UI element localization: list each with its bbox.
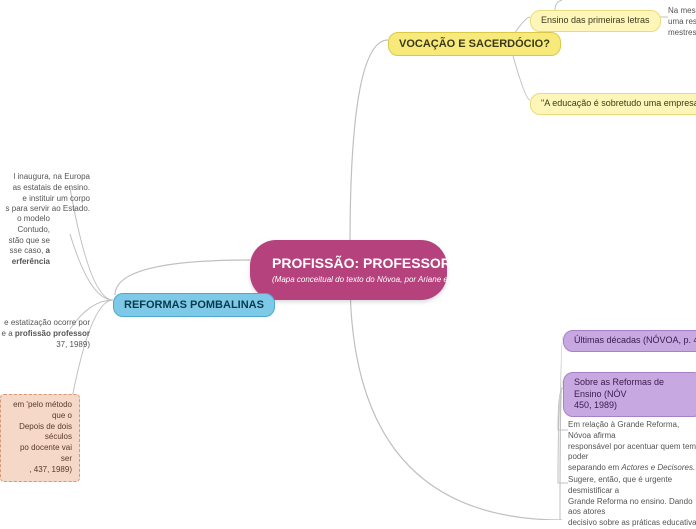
ensino-text: Na mesmuma resmestres [668, 6, 696, 38]
ensino-node[interactable]: Ensino das primeiras letras [530, 10, 661, 32]
vocacao-node[interactable]: VOCAÇÃO E SACERDÓCIO? [388, 32, 561, 56]
sugere-text: Sugere, então, que é urgente desmistific… [568, 475, 696, 529]
center-node[interactable]: PROFISSÃO: PROFESSOR (Mapa conceitual do… [250, 240, 447, 300]
sobre-node[interactable]: Sobre as Reformas de Ensino (NÓV450, 198… [563, 372, 696, 417]
reformas-text1: l inaugura, na Europaas estatais de ensi… [0, 172, 90, 215]
center-subtitle: (Mapa conceitual do texto do Nóvoa, por … [272, 275, 425, 285]
reformas-node[interactable]: REFORMAS POMBALINAS [113, 293, 275, 317]
reformas-text4: em 'pelo método que oDepois de dois sécu… [0, 394, 80, 482]
reformas-text2: o modeloContudo,stão que sesse caso, aer… [0, 214, 50, 268]
ultimas-node[interactable]: Últimas décadas (NÓVOA, p. 448, 19 [563, 330, 696, 352]
grande-text: Em relação à Grande Reforma, Nóvoa afirm… [568, 420, 696, 474]
educacao-node[interactable]: "A educação é sobretudo uma empresa reli… [530, 93, 696, 115]
center-title: PROFISSÃO: PROFESSOR [272, 254, 425, 272]
reformas-text3: e estatização ocorre pore a profissão pr… [0, 318, 90, 350]
